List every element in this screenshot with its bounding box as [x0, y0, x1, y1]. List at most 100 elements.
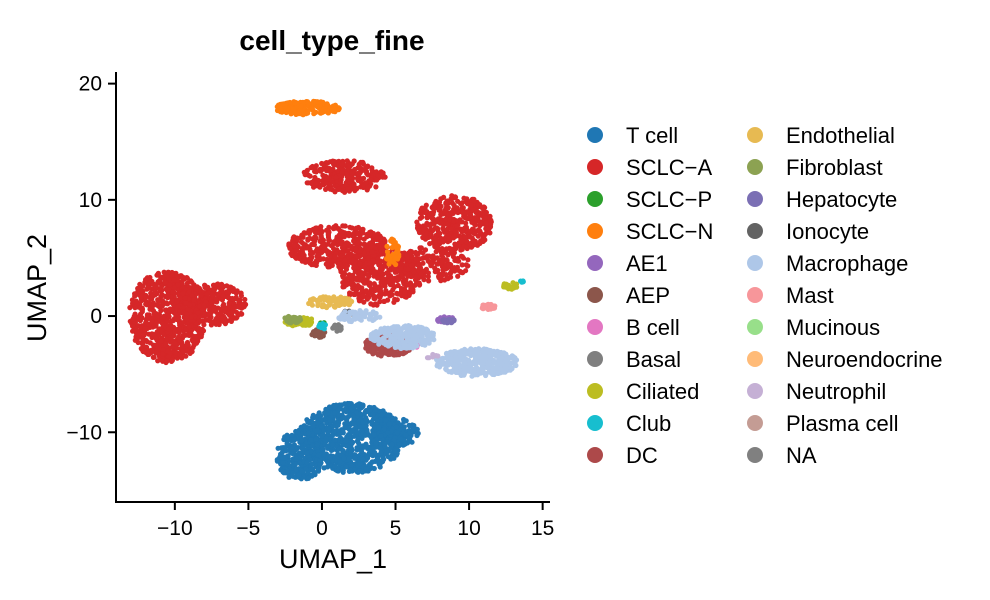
point	[292, 315, 298, 321]
point	[171, 277, 177, 283]
point	[184, 311, 190, 317]
point	[365, 272, 371, 278]
point	[503, 281, 509, 287]
point	[350, 412, 356, 418]
point	[392, 296, 398, 302]
point	[189, 279, 195, 285]
point	[319, 109, 325, 115]
point	[157, 277, 163, 284]
point	[326, 237, 332, 243]
point	[384, 243, 390, 249]
point	[290, 456, 296, 462]
point	[158, 302, 164, 308]
point	[402, 441, 409, 447]
point	[327, 455, 333, 461]
point	[445, 232, 452, 238]
point	[389, 441, 395, 447]
point	[225, 289, 232, 295]
point	[378, 258, 384, 264]
point	[305, 100, 312, 106]
point	[454, 205, 460, 211]
point	[172, 328, 178, 334]
point	[158, 338, 164, 344]
point	[130, 299, 136, 306]
point	[175, 303, 181, 309]
point	[338, 177, 344, 183]
point	[198, 318, 204, 324]
point	[365, 184, 371, 190]
point	[132, 311, 138, 317]
point	[446, 217, 453, 223]
point	[422, 247, 429, 253]
point	[347, 444, 353, 450]
point	[331, 239, 337, 245]
point	[513, 281, 520, 287]
point	[201, 312, 208, 319]
point	[413, 256, 419, 262]
point	[317, 238, 323, 244]
point	[177, 309, 183, 315]
point	[359, 285, 365, 291]
point	[305, 245, 311, 251]
point	[326, 426, 332, 432]
point	[341, 407, 347, 413]
point	[471, 242, 477, 248]
point	[351, 417, 357, 423]
point	[314, 428, 320, 434]
point	[463, 239, 470, 245]
point	[378, 433, 384, 439]
point	[305, 237, 311, 243]
point	[286, 319, 293, 325]
series-9	[316, 278, 526, 332]
point	[318, 224, 324, 230]
point	[332, 403, 338, 410]
point	[393, 255, 399, 261]
point	[238, 290, 244, 296]
point	[184, 280, 191, 286]
point	[174, 345, 180, 351]
point	[344, 282, 350, 288]
point	[361, 250, 367, 256]
point	[305, 418, 311, 424]
point	[313, 225, 319, 231]
point	[133, 326, 139, 332]
point	[416, 229, 423, 236]
point	[378, 353, 384, 359]
point	[408, 286, 414, 292]
point	[380, 457, 386, 463]
point	[337, 459, 343, 465]
point	[280, 101, 286, 107]
point	[313, 414, 319, 420]
point	[369, 249, 375, 255]
point	[388, 238, 394, 244]
point	[215, 281, 221, 287]
point	[450, 235, 457, 241]
point	[438, 203, 444, 209]
point	[471, 198, 477, 204]
series-11	[306, 294, 355, 311]
point	[400, 257, 406, 263]
point	[282, 454, 288, 460]
point	[372, 295, 378, 301]
point	[127, 305, 133, 311]
point	[158, 357, 165, 363]
point	[477, 240, 483, 246]
point	[411, 269, 417, 275]
point	[360, 293, 366, 299]
point	[368, 419, 375, 425]
point	[161, 269, 167, 275]
point	[332, 463, 338, 469]
point	[351, 182, 357, 188]
point	[150, 303, 156, 309]
point	[370, 411, 376, 418]
point	[365, 172, 371, 178]
point	[455, 273, 461, 279]
point	[393, 424, 400, 430]
point	[445, 252, 451, 258]
point	[340, 428, 346, 434]
point	[349, 440, 355, 446]
point	[450, 265, 456, 272]
point	[350, 233, 356, 239]
point	[370, 231, 376, 237]
point	[213, 315, 220, 321]
